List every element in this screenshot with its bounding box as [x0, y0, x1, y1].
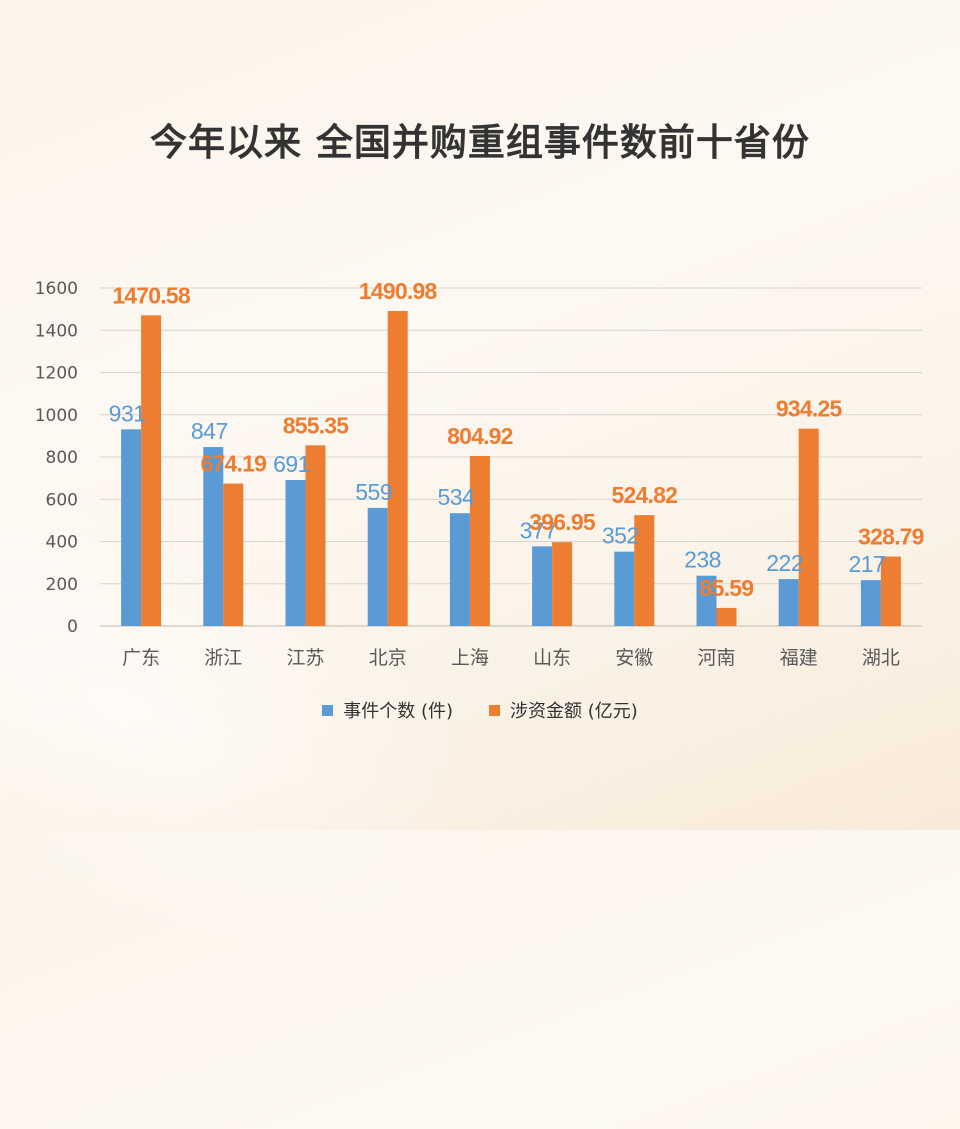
data-label-amount: 328.79 — [858, 524, 924, 550]
y-tick-label: 1200 — [35, 364, 78, 384]
data-label-amount: 855.35 — [283, 412, 350, 438]
data-label-amount: 85.59 — [700, 575, 754, 601]
data-label-events: 238 — [684, 547, 721, 573]
bar-events — [203, 447, 224, 626]
legend-label-amount: 涉资金额 (亿元) — [510, 701, 638, 722]
data-label-events: 352 — [602, 523, 639, 549]
bar-amount — [387, 311, 408, 626]
x-tick-label: 上海 — [451, 647, 489, 669]
bar-amount — [798, 428, 819, 626]
data-label-amount: 396.95 — [529, 509, 596, 535]
bar-events — [285, 480, 306, 626]
data-label-amount: 1470.58 — [112, 282, 191, 308]
data-label-amount: 674.19 — [201, 451, 267, 477]
legend-swatch-events — [322, 704, 334, 716]
y-tick-label: 600 — [46, 490, 78, 510]
y-tick-label: 200 — [46, 575, 78, 595]
y-tick-label: 0 — [67, 617, 78, 637]
y-tick-label: 1400 — [35, 321, 78, 341]
x-tick-label: 湖北 — [862, 647, 900, 669]
bar-amount — [552, 542, 573, 626]
data-label-amount: 934.25 — [776, 396, 843, 422]
x-tick-label: 河南 — [697, 647, 735, 669]
data-label-events: 534 — [437, 484, 475, 510]
x-tick-label: 山东 — [533, 647, 571, 669]
bar-events — [367, 507, 388, 626]
y-tick-label: 1000 — [35, 406, 78, 426]
chart-legend: 事件个数 (件) 涉资金额 (亿元) — [0, 697, 960, 723]
bar-amount — [716, 607, 737, 626]
x-tick-label: 福建 — [780, 647, 818, 669]
data-label-amount: 804.92 — [447, 423, 513, 449]
legend-item-amount: 涉资金额 (亿元) — [489, 697, 638, 723]
x-tick-label: 浙江 — [204, 647, 242, 669]
data-label-events: 559 — [355, 479, 392, 505]
bar-amount — [141, 315, 162, 626]
x-tick-label: 广东 — [122, 647, 160, 669]
data-label-events: 931 — [109, 400, 146, 426]
x-tick-label: 江苏 — [286, 647, 324, 669]
bar-events — [532, 546, 553, 626]
legend-label-events: 事件个数 (件) — [343, 701, 453, 722]
data-label-events: 847 — [191, 418, 228, 444]
bar-amount — [223, 483, 244, 626]
bar-chart: 0 200 400 600 800 1000 1200 1400 1600 931 1470.58 广… — [35, 278, 925, 669]
data-label-events: 691 — [273, 451, 310, 477]
bar-events — [778, 579, 799, 626]
data-label-events: 222 — [766, 550, 803, 576]
bar-amount — [634, 515, 655, 626]
legend-swatch-amount — [489, 704, 500, 716]
data-label-amount: 524.82 — [612, 482, 678, 508]
data-label-events: 377 — [520, 517, 557, 543]
bar-events — [614, 551, 635, 626]
legend-item-events: 事件个数 (件) — [322, 697, 453, 723]
bar-events — [860, 580, 881, 626]
data-label-amount: 1490.98 — [359, 278, 438, 304]
bar-events — [449, 513, 470, 626]
x-tick-label: 安徽 — [615, 647, 653, 669]
bar-amount — [305, 445, 326, 626]
bar-events — [696, 575, 717, 626]
y-tick-label: 400 — [46, 533, 78, 553]
bar-events — [121, 429, 142, 626]
bar-amount — [469, 455, 490, 626]
chart-title: 今年以来 全国并购重组事件数前十省份 — [150, 121, 810, 164]
data-label-events: 217 — [848, 551, 885, 577]
x-tick-label: 北京 — [369, 647, 407, 669]
bar-amount — [880, 556, 901, 626]
y-tick-label: 800 — [46, 448, 78, 468]
y-tick-label: 1600 — [35, 279, 78, 299]
